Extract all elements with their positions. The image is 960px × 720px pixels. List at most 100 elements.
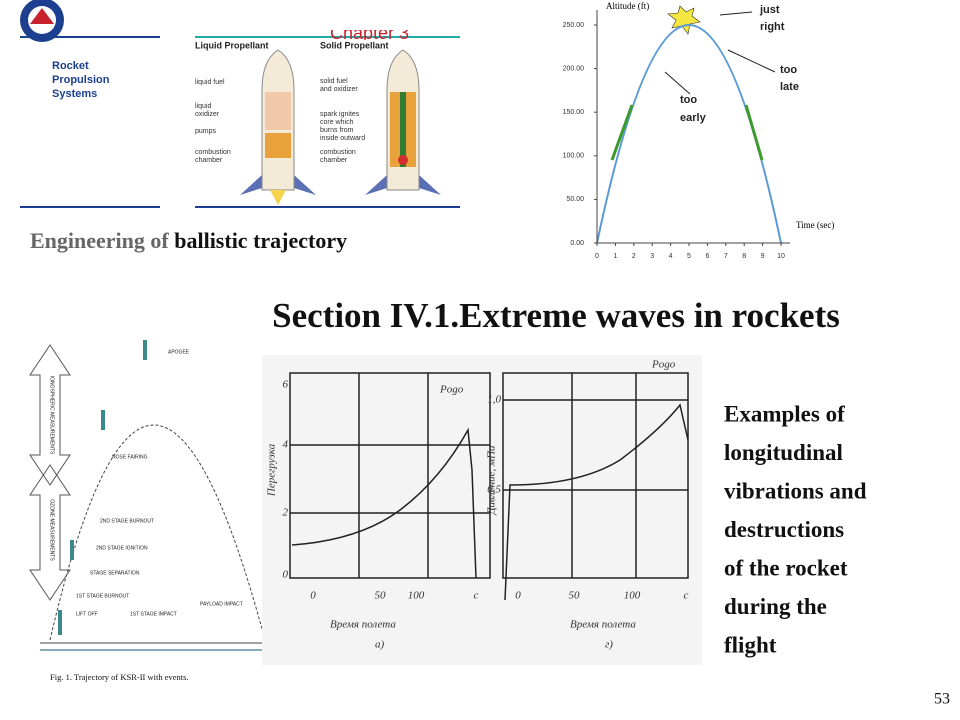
fin <box>240 175 316 195</box>
panel-label: а) <box>375 639 385 651</box>
solid-title: Solid Propellant <box>320 40 389 50</box>
image-title: Systems <box>52 88 97 100</box>
pogo-marker: Pogo <box>439 384 464 396</box>
rocket-icon <box>143 340 147 360</box>
fuel-tank <box>265 92 291 130</box>
y-tick-label: 0 <box>283 569 289 581</box>
x-axis-label: Time (sec) <box>796 220 834 230</box>
label: core which <box>320 119 354 126</box>
event: PAYLOAD IMPACT <box>200 601 243 607</box>
caption: Engineering of ballistic trajectory <box>30 228 347 253</box>
y-tick-label: 100.00 <box>563 153 585 160</box>
plot-trace <box>504 403 689 601</box>
side-label: IONOSPHERIC MEASUREMENTS <box>49 376 55 455</box>
fin <box>365 175 441 195</box>
liquid-title: Liquid Propellant <box>195 40 269 50</box>
chapter: Chapter 3 <box>330 23 409 43</box>
arrow <box>744 104 764 161</box>
body-line: of the rocket <box>724 555 848 580</box>
plot-trace <box>291 427 477 579</box>
arrow <box>610 104 634 161</box>
pointer <box>727 49 776 73</box>
body-line: during the <box>724 594 827 619</box>
event: STAGE SEPARATION <box>90 570 140 576</box>
page-number: 53 <box>934 691 950 708</box>
x-tick-label: 2 <box>632 253 636 260</box>
plot-frame <box>502 372 689 579</box>
pogo-plots: Pogo Pogo Перегрузка Давление, мПа Время… <box>262 355 702 665</box>
flame <box>270 190 286 205</box>
label: inside outward <box>320 135 365 142</box>
image-title: Propulsion <box>52 74 110 86</box>
pointer <box>664 71 691 95</box>
annotation: too <box>780 64 797 76</box>
event: LIFT OFF <box>76 611 98 617</box>
y-tick-label: 2 <box>283 507 289 519</box>
body-line: destructions <box>724 517 844 542</box>
annotation: just <box>759 4 780 16</box>
rocket-icon <box>70 540 74 560</box>
y-tick-label: 150.00 <box>563 109 585 116</box>
image-title: Rocket <box>52 60 89 72</box>
label: burns from <box>320 127 354 134</box>
event: 2ND STAGE BURNOUT <box>100 518 154 524</box>
burst <box>667 5 701 35</box>
label: combustion <box>195 149 231 156</box>
y-tick-label: 200.00 <box>563 65 585 72</box>
pointer <box>719 11 753 16</box>
event: 2ND STAGE IGNITION <box>96 545 148 551</box>
x-tick-label: 50 <box>569 590 581 602</box>
side-label: OZONE MEASUREMENTS <box>49 499 55 561</box>
label: pumps <box>195 128 217 135</box>
y-tick-label: 0.00 <box>570 240 584 247</box>
pogo-marker: Pogo <box>651 359 676 371</box>
x-tick-label: 9 <box>761 253 765 260</box>
x-tick-label: 4 <box>669 253 673 260</box>
body-line: Examples of <box>724 401 845 426</box>
annotation: early <box>680 112 707 124</box>
bracket <box>29 464 71 601</box>
body-line: longitudinal <box>724 440 843 465</box>
y-tick-label: 1,0 <box>487 394 501 406</box>
x-tick-label: 6 <box>705 253 709 260</box>
label: chamber <box>195 157 223 164</box>
caption-part: Engineering of <box>30 228 169 253</box>
propulsion-image: Rocket Propulsion Systems Chapter 3 Liqu… <box>20 0 460 208</box>
plot-background <box>262 355 702 665</box>
x-tick-label: 100 <box>408 590 425 602</box>
x-tick-label: с <box>684 590 689 602</box>
annotation: right <box>760 21 785 33</box>
label: spark ignites <box>320 111 360 118</box>
label: chamber <box>320 157 348 164</box>
annotation: too <box>680 94 697 106</box>
y-tick-label: 0,5 <box>487 484 501 496</box>
x-tick-label: с <box>474 590 479 602</box>
plot-frame <box>289 372 491 579</box>
event: 1ST STAGE IMPACT <box>130 611 177 617</box>
label: solid fuel <box>320 78 348 85</box>
x-axis-label: Время полета <box>570 619 636 631</box>
core <box>400 92 406 167</box>
label: and oxidizer <box>320 86 358 93</box>
y-axis-label: Давление, мПа <box>486 445 498 516</box>
label: combustion <box>320 149 356 156</box>
y-tick-label: 250.00 <box>563 22 585 29</box>
y-tick-label: 50.00 <box>566 196 584 203</box>
rocket-icon <box>58 610 62 635</box>
y-axis-label: Перегрузка <box>266 443 278 497</box>
oxidizer-tank <box>265 133 291 158</box>
heading: Section IV.1.Extreme waves in rockets <box>272 296 840 335</box>
y-tick-label: 4 <box>283 439 289 451</box>
annotation: late <box>780 81 799 93</box>
rocket-icon <box>101 410 105 430</box>
figure-caption: Fig. 1. Trajectory of KSR-II with events… <box>50 672 189 682</box>
x-tick-label: 0 <box>595 253 599 260</box>
body-line: flight <box>724 632 777 657</box>
x-tick-label: 100 <box>624 590 641 602</box>
x-tick-label: 8 <box>742 253 746 260</box>
trajectory <box>49 424 266 641</box>
x-tick-label: 3 <box>650 253 654 260</box>
ksr-figure: IONOSPHERIC MEASUREMENTS OZONE MEASUREME… <box>29 340 270 682</box>
event: 1ST STAGE BURNOUT <box>76 593 129 599</box>
x-tick-label: 7 <box>724 253 728 260</box>
